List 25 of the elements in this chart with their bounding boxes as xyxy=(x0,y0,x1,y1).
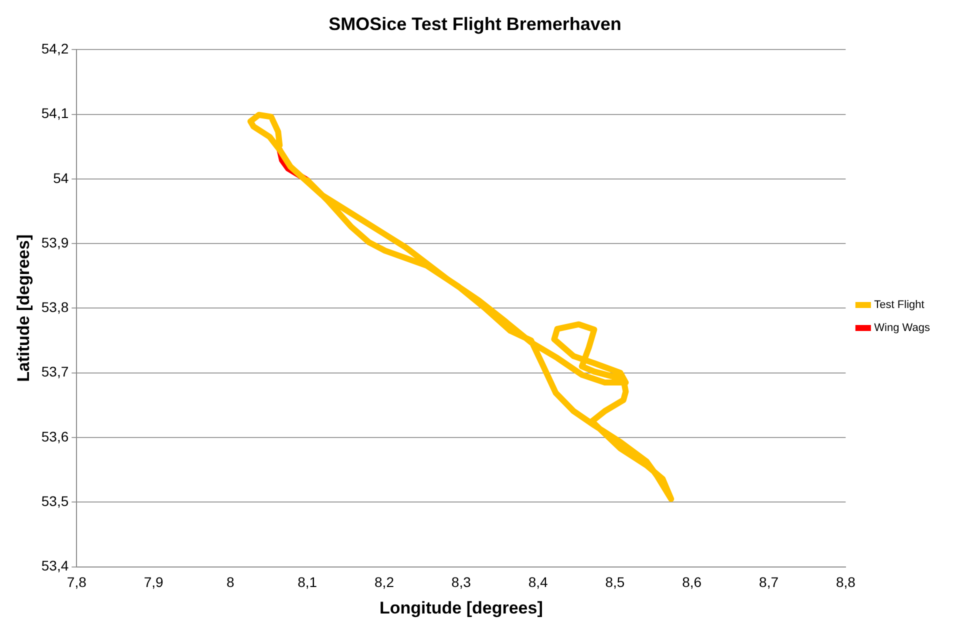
y-tick-label: 53,7 xyxy=(41,364,69,380)
legend-label: Test Flight xyxy=(874,299,924,312)
x-tick-label: 8,1 xyxy=(298,574,318,590)
y-tick-label: 54,2 xyxy=(41,40,69,56)
y-tick-label: 54 xyxy=(53,170,69,186)
x-tick-label: 8,7 xyxy=(759,574,779,590)
y-axis-title: Latitude [degrees] xyxy=(14,234,33,382)
y-tick-label: 53,4 xyxy=(41,558,69,574)
chart-title: SMOSice Test Flight Bremerhaven xyxy=(328,14,622,34)
y-tick-label: 54,1 xyxy=(41,105,69,122)
y-tick-label: 53,9 xyxy=(41,234,69,250)
legend-label: Wing Wags xyxy=(874,322,930,334)
x-tick-label: 8,5 xyxy=(605,574,625,590)
y-tick-label: 53,8 xyxy=(41,299,69,316)
x-tick-label: 8,3 xyxy=(451,574,472,590)
y-tick-label: 53,5 xyxy=(41,493,69,510)
x-tick-label: 8,8 xyxy=(836,574,856,590)
x-tick-label: 8,4 xyxy=(528,574,548,590)
x-axis-title: Longitude [degrees] xyxy=(379,598,543,618)
x-tick-label: 8,2 xyxy=(374,574,394,590)
x-tick-label: 7,9 xyxy=(144,574,164,590)
x-tick-label: 8 xyxy=(226,574,235,590)
y-tick-label: 53,6 xyxy=(41,428,69,444)
x-tick-label: 7,8 xyxy=(66,574,87,590)
x-tick-label: 8,6 xyxy=(682,574,702,590)
